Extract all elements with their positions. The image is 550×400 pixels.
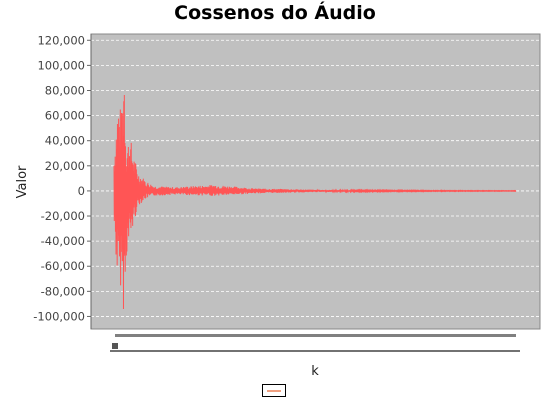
x-axis-label: k: [311, 364, 319, 379]
series-line: [113, 94, 517, 310]
x-axis-marker: [112, 343, 118, 349]
y-tick-label: 100,000: [37, 58, 85, 72]
y-tick-label: -80,000: [41, 284, 85, 298]
legend-line: [267, 390, 281, 392]
y-tick-label: -60,000: [41, 259, 85, 273]
legend-swatch[interactable]: [262, 384, 286, 397]
y-tick-label: -100,000: [33, 309, 85, 323]
y-tick-label: 0: [78, 184, 85, 198]
y-tick-label: 80,000: [45, 83, 85, 97]
y-tick-label: 120,000: [37, 33, 85, 47]
y-tick-label: -20,000: [41, 209, 85, 223]
x-axis-bar: [115, 334, 516, 337]
y-tick-label: 20,000: [45, 159, 85, 173]
y-tick-label: 40,000: [45, 134, 85, 148]
plot-area: [90, 33, 541, 330]
y-axis-label: Valor: [15, 165, 30, 198]
y-tick-label: -40,000: [41, 234, 85, 248]
y-axis-ticks: -100,000 -80,000 -60,000 -40,000 -20,000 0 20,…: [33, 33, 91, 323]
chart-title: Cossenos do Áudio: [174, 2, 376, 24]
y-tick-label: 60,000: [45, 109, 85, 123]
